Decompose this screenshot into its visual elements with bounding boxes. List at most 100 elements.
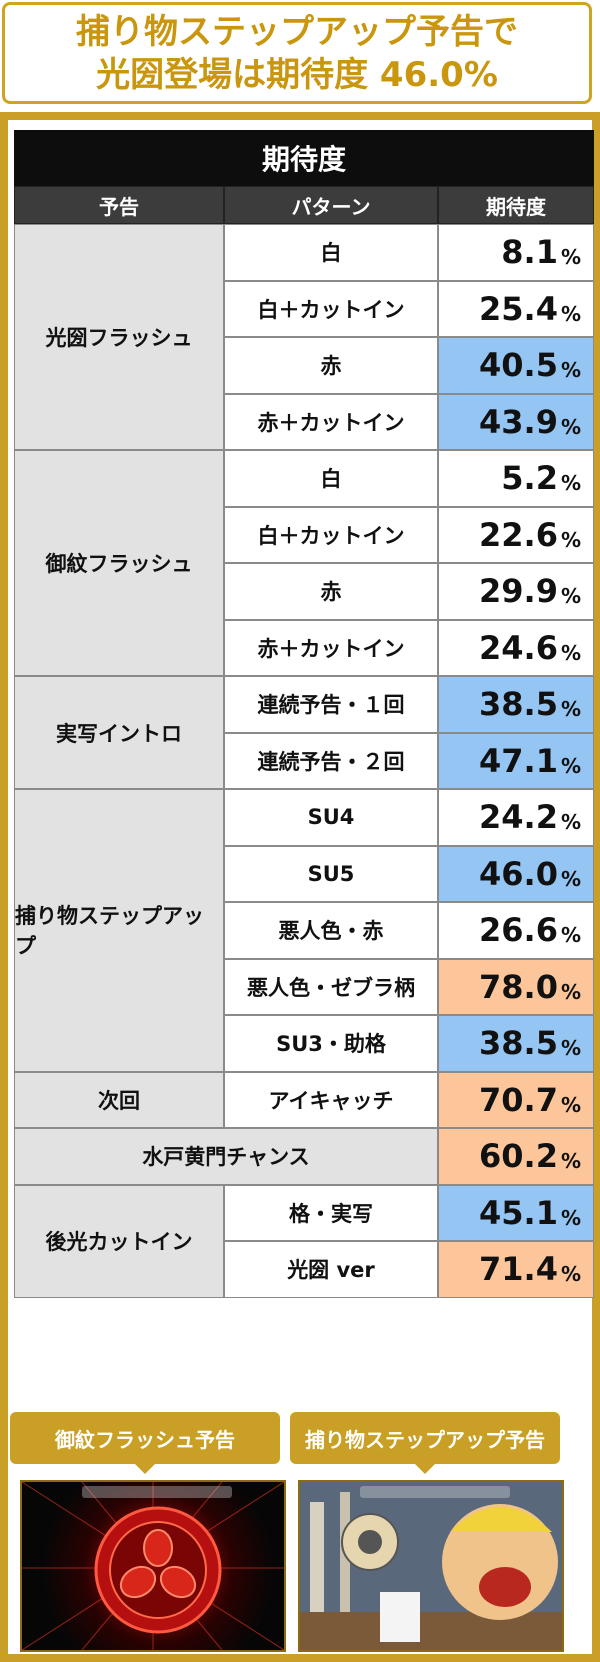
rate-value: 70.7 [479, 1080, 558, 1119]
header-line-1: 捕り物ステップアップ予告で [76, 12, 518, 52]
pattern-cell: 格・実写 [224, 1184, 438, 1241]
percent-unit: % [560, 923, 581, 948]
rate-value: 5.2 [501, 459, 558, 498]
percent-unit: % [560, 1092, 581, 1117]
group-label: 御紋フラッシュ [14, 450, 224, 676]
rate-cell: 24.2% [438, 789, 594, 846]
rate-cell: 29.9% [438, 563, 594, 620]
rate-value: 46.0 [479, 854, 558, 893]
rate-value: 47.1 [479, 741, 558, 780]
rate-cell: 43.9% [438, 393, 594, 450]
rate-value: 43.9 [479, 402, 558, 441]
content-panel: 期待度 予告 パターン 期待度 光圀フラッシュ白 8.1% 白＋カットイン 25.4% 赤 40.… [8, 120, 594, 1654]
percent-unit: % [560, 1262, 581, 1287]
rate-value: 60.2 [479, 1137, 558, 1176]
table-title: 期待度 [14, 130, 594, 186]
percent-unit: % [560, 471, 581, 496]
crest-emblem-image [22, 1482, 284, 1650]
rate-value: 71.4 [479, 1250, 558, 1289]
rate-cell: 71.4% [438, 1241, 594, 1298]
percent-unit: % [560, 527, 581, 552]
rate-cell: 22.6% [438, 506, 594, 563]
percent-unit: % [560, 358, 581, 383]
column-header-pattern: パターン [224, 186, 438, 224]
rate-cell: 25.4% [438, 280, 594, 337]
rate-cell: 47.1% [438, 732, 594, 789]
group-label: 後光カットイン [14, 1184, 224, 1298]
pattern-cell: SU3・助格 [224, 1015, 438, 1072]
rate-cell: 38.5% [438, 1015, 594, 1072]
rate-cell: 45.1% [438, 1184, 594, 1241]
rate-value: 22.6 [479, 515, 558, 554]
group-label: 実写イントロ [14, 676, 224, 789]
percent-unit: % [560, 1205, 581, 1230]
percent-unit: % [560, 584, 581, 609]
group-label: 水戸黄門チャンス [14, 1128, 438, 1185]
percent-unit: % [560, 753, 581, 778]
pattern-cell: 連続予告・２回 [224, 732, 438, 789]
rate-cell: 78.0% [438, 958, 594, 1015]
pattern-cell: 悪人色・ゼブラ柄 [224, 958, 438, 1015]
percent-unit: % [560, 979, 581, 1004]
percent-unit: % [560, 414, 581, 439]
pattern-cell: 赤＋カットイン [224, 619, 438, 676]
percent-unit: % [560, 697, 581, 722]
percent-unit: % [560, 1036, 581, 1061]
pattern-cell: 赤＋カットイン [224, 393, 438, 450]
rate-value: 38.5 [479, 1024, 558, 1063]
rate-value: 29.9 [479, 572, 558, 611]
rate-cell: 24.6% [438, 619, 594, 676]
expectation-table: 期待度 予告 パターン 期待度 光圀フラッシュ白 8.1% 白＋カットイン 25.4% 赤 40.… [14, 130, 594, 1382]
rate-cell: 46.0% [438, 845, 594, 902]
pattern-cell: 光圀 ver [224, 1241, 438, 1298]
rate-cell: 38.5% [438, 676, 594, 733]
pattern-cell: SU4 [224, 789, 438, 846]
rate-value: 38.5 [479, 685, 558, 724]
pattern-cell: 白 [224, 224, 438, 281]
pattern-cell: アイキャッチ [224, 1071, 438, 1128]
rate-cell: 70.7% [438, 1071, 594, 1128]
percent-unit: % [560, 866, 581, 891]
rate-cell: 26.6% [438, 902, 594, 959]
pattern-cell: 赤 [224, 563, 438, 620]
character-scene-image [300, 1482, 562, 1650]
pattern-cell: 連続予告・１回 [224, 676, 438, 733]
rate-value: 8.1 [501, 233, 558, 272]
column-header-rate: 期待度 [438, 186, 594, 224]
percent-unit: % [560, 301, 581, 326]
rate-value: 78.0 [479, 967, 558, 1006]
rate-value: 26.6 [479, 911, 558, 950]
rate-cell: 40.5% [438, 337, 594, 394]
pattern-cell: 赤 [224, 337, 438, 394]
rate-value: 24.6 [479, 628, 558, 667]
pattern-cell: 白＋カットイン [224, 506, 438, 563]
percent-unit: % [560, 245, 581, 270]
rate-cell: 5.2% [438, 450, 594, 507]
group-label: 次回 [14, 1071, 224, 1128]
caption-tab-torimono: 捕り物ステップアップ予告 [290, 1412, 560, 1474]
rate-value: 40.5 [479, 346, 558, 385]
percent-unit: % [560, 1149, 581, 1174]
rate-cell: 8.1% [438, 224, 594, 281]
pattern-cell: 白 [224, 450, 438, 507]
game-hud [82, 1486, 232, 1498]
rate-value: 45.1 [479, 1193, 558, 1232]
group-label: 光圀フラッシュ [14, 224, 224, 450]
pattern-cell: 悪人色・赤 [224, 902, 438, 959]
rate-value: 24.2 [479, 798, 558, 837]
header-banner: 捕り物ステップアップ予告で 光圀登場は期待度 46.0% [2, 2, 592, 104]
caption-tab-gomon: 御紋フラッシュ予告 [10, 1412, 280, 1474]
percent-unit: % [560, 640, 581, 665]
table-frame: 期待度 予告 パターン 期待度 光圀フラッシュ白 8.1% 白＋カットイン 25.4% 赤 40.… [0, 112, 600, 1662]
header-line-2: 光圀登場は期待度 46.0% [96, 55, 498, 95]
gomon-flash-screenshot [20, 1480, 286, 1652]
group-label: 捕り物ステップアップ [14, 789, 224, 1072]
torimono-stepup-screenshot [298, 1480, 564, 1652]
column-header-notice: 予告 [14, 186, 224, 224]
rate-value: 25.4 [479, 289, 558, 328]
game-hud [360, 1486, 510, 1498]
pattern-cell: 白＋カットイン [224, 280, 438, 337]
rate-cell: 60.2% [438, 1128, 594, 1185]
pattern-cell: SU5 [224, 845, 438, 902]
percent-unit: % [560, 810, 581, 835]
